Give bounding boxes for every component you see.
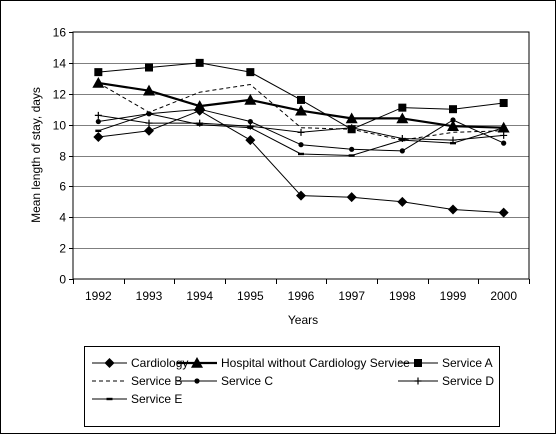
- x-tick-label: 2000: [490, 289, 517, 303]
- data-point: [246, 68, 255, 77]
- legend-label: Cardiology: [131, 356, 188, 370]
- series-5: [95, 106, 507, 154]
- plot-area: [72, 31, 530, 280]
- y-axis-ticks: 0 2 4 6 8 10 12 14 16: [53, 26, 73, 287]
- legend-label: Service C: [221, 374, 273, 388]
- data-point: [295, 104, 307, 116]
- series-2: [92, 76, 510, 133]
- data-point: [345, 112, 358, 124]
- data-point: [196, 123, 203, 126]
- y-tick-label: 4: [59, 211, 66, 225]
- legend-item: Hospital without Cardiology Service: [177, 356, 410, 370]
- y-tick-label: 6: [59, 180, 66, 194]
- y-tick-label: 2: [59, 242, 66, 256]
- legend-label: Hospital without Cardiology Service: [221, 356, 410, 370]
- x-tick-label: 1992: [85, 289, 112, 303]
- x-tick-label: 1995: [237, 289, 264, 303]
- legend-item: Service C: [177, 374, 273, 388]
- data-point: [500, 131, 508, 139]
- data-point: [348, 124, 356, 132]
- data-point: [94, 68, 103, 77]
- data-point: [298, 152, 304, 156]
- data-point: [398, 103, 407, 112]
- x-tick-label: 1996: [288, 289, 315, 303]
- x-tick-label: 1997: [338, 289, 365, 303]
- series-6: [94, 111, 508, 144]
- data-point: [346, 192, 357, 203]
- data-point: [247, 126, 254, 129]
- data-point: [397, 196, 408, 207]
- data-point: [501, 140, 507, 146]
- data-point: [94, 111, 102, 119]
- legend-marker: [194, 378, 200, 384]
- data-point: [447, 120, 459, 131]
- series-7: [95, 112, 507, 157]
- y-tick-label: 14: [53, 57, 67, 71]
- x-tick-label: 1998: [389, 289, 416, 303]
- data-point: [298, 142, 304, 148]
- x-tick-label: 1994: [186, 289, 213, 303]
- series-line: [98, 82, 504, 141]
- legend-item: Service E: [92, 392, 182, 406]
- legend-marker: [414, 359, 422, 367]
- data-point: [146, 112, 152, 116]
- legend-label: Service E: [131, 392, 182, 406]
- legend-label: Service B: [131, 374, 182, 388]
- legend-item: Service B: [92, 374, 182, 388]
- data-point: [95, 118, 101, 125]
- data-point: [500, 126, 507, 129]
- data-point: [143, 84, 155, 96]
- legend-item: Service A: [398, 356, 493, 370]
- legend-marker: [106, 397, 113, 401]
- series-4: [98, 82, 504, 141]
- data-point: [195, 58, 204, 67]
- legend-label: Service D: [442, 374, 494, 388]
- data-point: [193, 100, 206, 111]
- data-point: [296, 190, 306, 201]
- legend-item: Service D: [398, 374, 494, 388]
- data-point: [498, 207, 509, 218]
- data-point: [145, 63, 153, 72]
- y-tick-label: 8: [59, 150, 66, 164]
- data-point: [197, 106, 203, 112]
- data-point: [450, 141, 456, 145]
- legend: Cardiology Hospital without Cardiology Se…: [92, 356, 494, 406]
- data-point: [244, 93, 257, 105]
- data-point: [399, 148, 405, 154]
- data-point: [449, 105, 457, 114]
- y-tick-label: 16: [53, 26, 67, 40]
- data-point: [145, 119, 153, 127]
- legend-marker: [414, 377, 422, 385]
- data-point: [396, 112, 409, 124]
- legend-box: [84, 346, 500, 427]
- data-point: [450, 117, 456, 123]
- data-point: [93, 131, 104, 142]
- data-point: [297, 95, 305, 104]
- data-point: [349, 146, 355, 152]
- y-tick-label: 10: [53, 119, 67, 133]
- data-point: [499, 99, 508, 108]
- data-point: [95, 129, 102, 132]
- y-axis-label: Mean length of stay, days: [29, 87, 43, 223]
- x-tick-label: 1999: [440, 289, 467, 303]
- x-axis-label: Years: [288, 313, 318, 327]
- legend-marker: [104, 358, 115, 368]
- x-tick-label: 1993: [136, 289, 163, 303]
- series-lines: [92, 58, 510, 218]
- y-tick-label: 0: [59, 273, 66, 287]
- x-axis-ticks: 1992 1993 1994 1995 1996 1997 1998 1999 2000: [73, 279, 530, 303]
- data-point: [348, 154, 355, 157]
- legend-label: Service A: [442, 356, 493, 370]
- data-point: [399, 138, 406, 142]
- legend-item: Cardiology: [92, 356, 188, 370]
- data-point: [247, 118, 253, 125]
- data-point: [144, 125, 154, 136]
- data-point: [245, 135, 256, 146]
- data-point: [297, 128, 305, 136]
- data-point: [448, 204, 458, 215]
- y-tick-label: 12: [53, 88, 67, 102]
- legend-marker: [191, 357, 203, 368]
